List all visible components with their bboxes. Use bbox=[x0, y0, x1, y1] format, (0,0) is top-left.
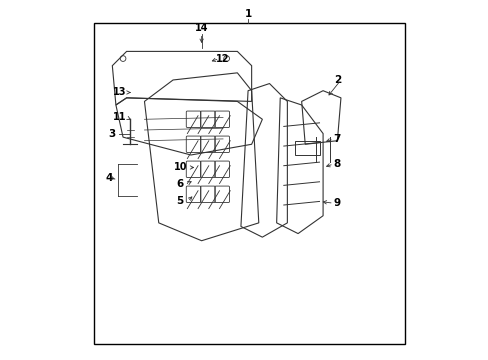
Text: 6: 6 bbox=[176, 179, 183, 189]
Bar bbox=[294, 141, 319, 155]
Text: 4: 4 bbox=[105, 173, 112, 183]
Text: 12: 12 bbox=[216, 54, 229, 64]
Text: 5: 5 bbox=[176, 197, 183, 206]
Text: 1: 1 bbox=[244, 9, 251, 19]
Text: 13: 13 bbox=[113, 87, 126, 98]
Text: 9: 9 bbox=[333, 198, 340, 208]
Text: 8: 8 bbox=[333, 159, 340, 169]
Bar bbox=[94, 23, 405, 344]
Text: 14: 14 bbox=[195, 23, 208, 33]
Text: 10: 10 bbox=[173, 162, 186, 172]
Text: 2: 2 bbox=[333, 75, 340, 85]
Text: 7: 7 bbox=[333, 134, 340, 144]
Text: 11: 11 bbox=[113, 112, 126, 122]
Text: 3: 3 bbox=[108, 129, 116, 139]
